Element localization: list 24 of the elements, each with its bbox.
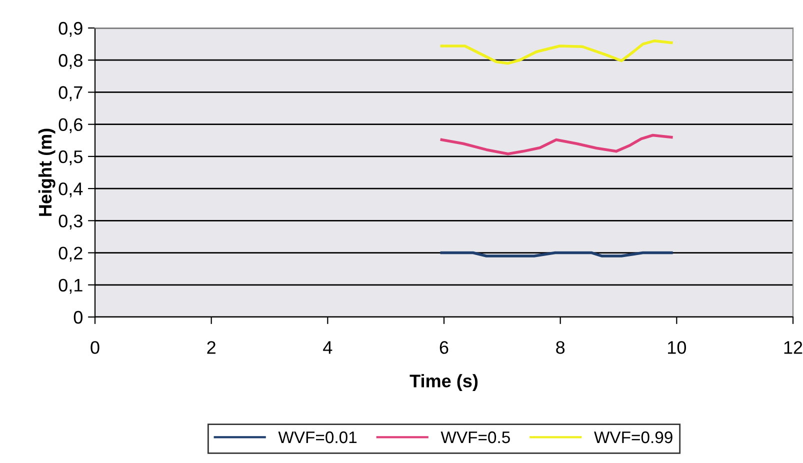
legend-label: WVF=0.99: [594, 431, 672, 444]
x-tick-label: 4: [323, 341, 332, 354]
y-tick-label: 0,4: [58, 182, 83, 198]
x-axis-title: Time (s): [410, 374, 478, 391]
x-tick-label: 10: [668, 341, 686, 354]
x-tick-label: 2: [207, 341, 216, 354]
x-tick-label: 0: [90, 341, 100, 354]
y-tick-label: 0,2: [58, 246, 82, 262]
line-series: [440, 39, 673, 65]
y-tick-label: 0,5: [58, 150, 82, 166]
y-axis-title: Height (m): [38, 128, 56, 216]
line-series: [440, 134, 673, 156]
y-tick-label: 0: [74, 310, 82, 324]
legend-label: WVF=0.01: [278, 431, 357, 444]
y-tick-label: 0,1: [58, 278, 82, 294]
y-tick-label: 0,9: [58, 22, 82, 37]
legend-label: WVF=0.5: [440, 431, 510, 444]
y-tick-label: 0,7: [58, 86, 82, 102]
y-tick-label: 0,6: [58, 118, 82, 134]
x-tick-label: 8: [556, 341, 565, 354]
x-tick-label: 6: [440, 341, 448, 354]
x-tick-label: 12: [784, 341, 802, 354]
y-tick-label: 0,8: [58, 54, 82, 69]
y-tick-label: 0,3: [58, 214, 82, 230]
